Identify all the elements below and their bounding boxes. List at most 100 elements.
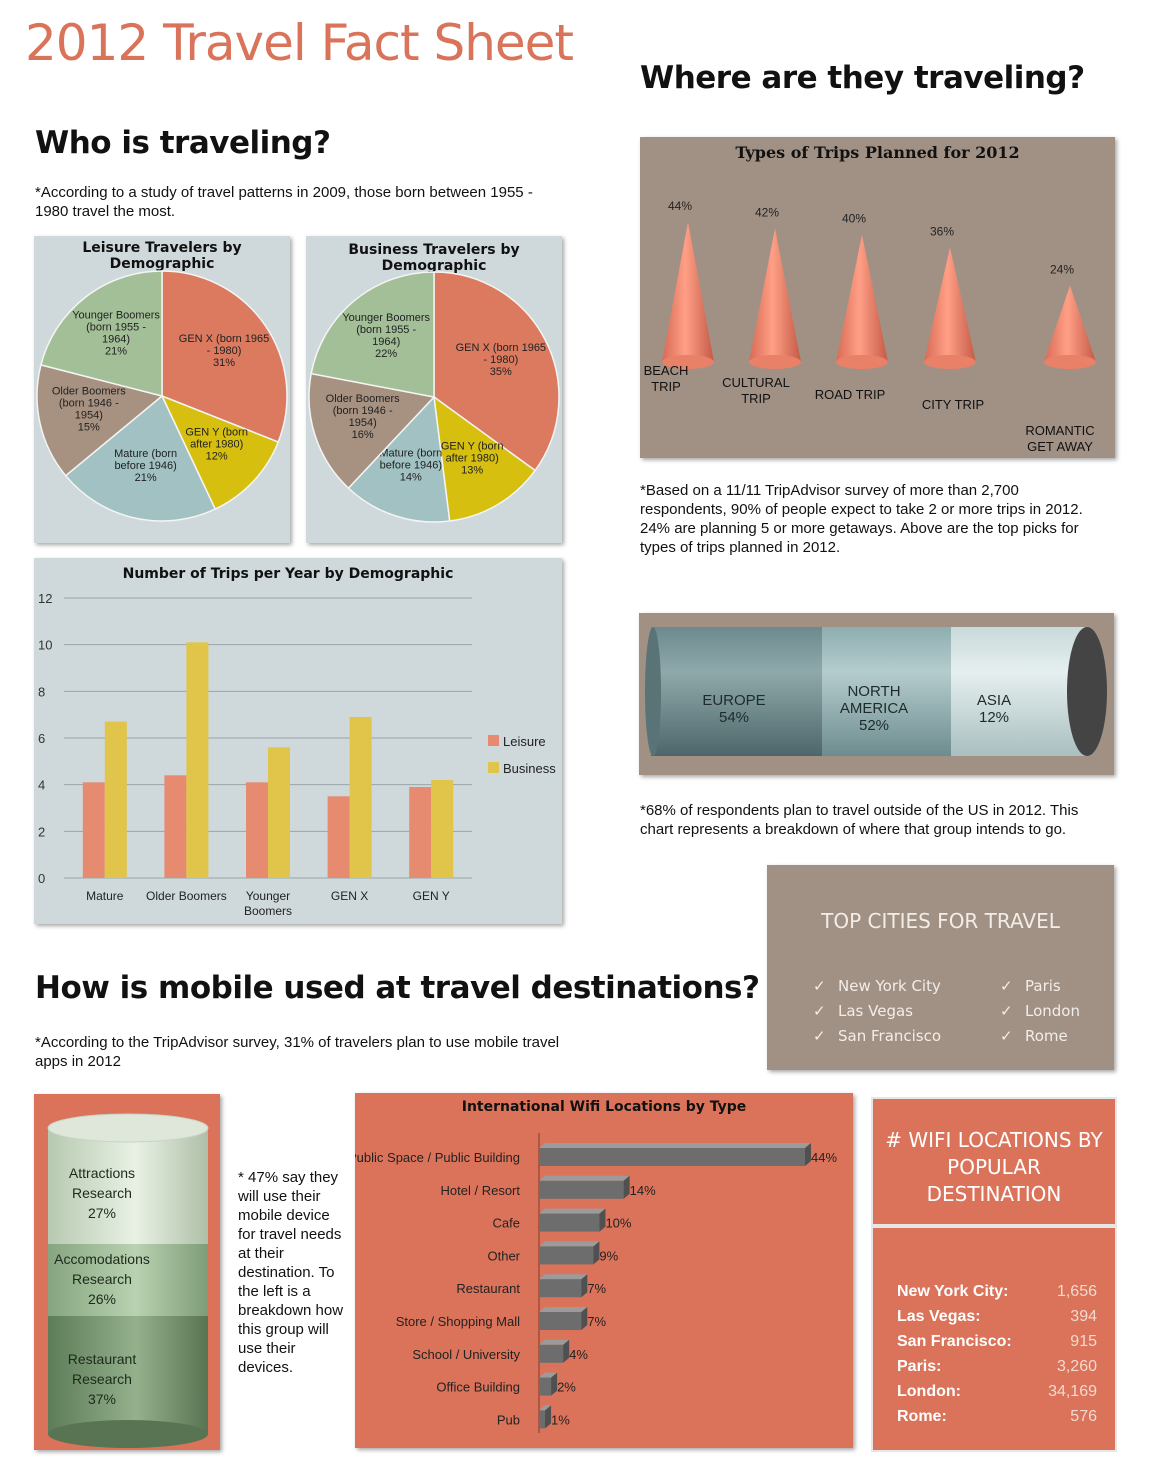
bar-leisure (83, 782, 105, 878)
trips-per-year-chart: 024681012Mature Older Boomers Younger Boome… (34, 558, 562, 924)
legend-swatch (488, 762, 499, 773)
wifi-category-label: Hotel / Resort (441, 1183, 521, 1198)
business-pie-panel: Business Travelers by Demographic GEN X … (306, 236, 562, 543)
mobile-cylinder-top (48, 1114, 208, 1142)
trip-value-label: 42% (755, 205, 779, 219)
who-note: *According to a study of travel patterns… (35, 183, 545, 221)
wifi-bar-top (539, 1307, 587, 1312)
x-tick-label: GEN Y (413, 889, 450, 903)
wifi-bar (539, 1214, 599, 1232)
legend-label: Leisure (503, 734, 546, 749)
trip-cone-base (924, 355, 976, 369)
bar-business (186, 642, 208, 878)
bar-leisure (164, 775, 186, 878)
wifi-value-label: 44% (811, 1150, 837, 1165)
trip-category-label: ROAD TRIP (815, 387, 886, 402)
wifi-value-label: 14% (630, 1183, 656, 1198)
who-header: Who is traveling? (35, 125, 330, 161)
trip-value-label: 24% (1050, 263, 1074, 277)
top-city-name: Paris (1025, 977, 1061, 995)
wifi-location-row: London: 34,169 (897, 1383, 1097, 1401)
top-city-name: London (1025, 1002, 1080, 1020)
mobile-note: *According to the TripAdvisor survey, 31… (35, 1033, 575, 1071)
trip-category-label: BEACH TRIP (644, 363, 689, 394)
wifi-location-city: Las Vegas: (897, 1308, 981, 1325)
wifi-location-count: 576 (1070, 1408, 1097, 1426)
wifi-bar-top (539, 1143, 811, 1148)
mobile-use-panel: Attractions Research 27% Accomodations Resea… (34, 1094, 220, 1450)
trip-types-chart: 44% 42% 40%36%24%BEACH TRIP CULTURAL TRIP ROAD… (640, 137, 1115, 458)
wifi-category-label: Other (487, 1248, 520, 1263)
y-tick-label: 0 (38, 871, 45, 886)
x-tick-label: Mature (86, 889, 124, 903)
trip-value-label: 36% (930, 224, 954, 238)
wifi-location-row: San Francisco: 915 (897, 1333, 1097, 1351)
bar-business (268, 747, 290, 878)
trips-per-year-panel: Number of Trips per Year by Demographic … (34, 558, 562, 924)
trip-cone (1044, 286, 1096, 362)
bar-leisure (409, 787, 431, 878)
check-icon: ✓ (1000, 977, 1013, 995)
trip-types-panel: Types of Trips Planned for 2012 44% 42% 40… (640, 137, 1115, 458)
wifi-value-label: 10% (605, 1216, 631, 1231)
trip-cone (749, 228, 801, 362)
wifi-type-panel: International Wifi Locations by Type 44%… (355, 1093, 853, 1448)
wifi-bar (539, 1410, 545, 1428)
trip-cone (836, 235, 888, 362)
wifi-bar-top (539, 1274, 587, 1279)
page-title: 2012 Travel Fact Sheet (25, 14, 573, 72)
y-tick-label: 12 (38, 591, 52, 606)
mobile-use-note: * 47% say they will use their mobile dev… (238, 1168, 350, 1377)
wifi-location-count: 915 (1070, 1333, 1097, 1351)
wifi-destination-box: New York City: 1,656 Las Vegas: 394 San Fran… (871, 1226, 1117, 1452)
trip-cone (662, 222, 714, 362)
top-city-name: New York City (838, 977, 941, 995)
wifi-location-row: Las Vegas: 394 (897, 1308, 1097, 1326)
wifi-category-label: Public Space / Public Building (355, 1150, 520, 1165)
mobile-header: How is mobile used at travel destination… (35, 970, 759, 1006)
destination-segment (951, 627, 1087, 756)
wifi-location-row: Paris: 3,260 (897, 1358, 1097, 1376)
wifi-location-city: Paris: (897, 1358, 941, 1375)
trip-category-label: ROMANTIC GET AWAY (1025, 423, 1094, 454)
x-tick-label: GEN X (331, 889, 368, 903)
wifi-location-row: New York City: 1,656 (897, 1283, 1097, 1301)
business-pie-chart: GEN X (born 1965- 1980) 35% GEN Y (born aft… (306, 236, 562, 543)
wifi-location-row: Rome: 576 (897, 1408, 1097, 1426)
destination-chart: EUROPE 54% NORTH AMERICA 52% ASIA 12% (639, 613, 1114, 775)
wifi-bar (539, 1246, 593, 1264)
wifi-category-label: Cafe (493, 1216, 520, 1231)
check-icon: ✓ (813, 1027, 826, 1045)
trip-category-label: CULTURAL TRIP (722, 375, 790, 406)
y-tick-label: 8 (38, 684, 45, 699)
wifi-category-label: School / University (412, 1347, 520, 1362)
wifi-value-label: 9% (599, 1248, 618, 1263)
wifi-value-label: 1% (551, 1412, 570, 1427)
check-icon: ✓ (813, 1002, 826, 1020)
check-icon: ✓ (813, 977, 826, 995)
mobile-cylinder-bottom (48, 1420, 208, 1448)
trip-value-label: 40% (842, 212, 866, 226)
destinations-note: *68% of respondents plan to travel outsi… (640, 801, 1115, 839)
top-cities-title: TOP CITIES FOR TRAVEL (767, 909, 1114, 933)
wifi-bar-top (539, 1176, 630, 1181)
wifi-location-city: New York City: (897, 1283, 1008, 1300)
wifi-category-label: Office Building (436, 1380, 520, 1395)
cylinder-left-cap (645, 627, 661, 756)
bar-leisure (246, 782, 268, 878)
wifi-value-label: 4% (569, 1347, 588, 1362)
wifi-location-count: 394 (1070, 1308, 1097, 1326)
mobile-use-chart: Attractions Research 27%Accomodations Resea… (34, 1094, 220, 1450)
legend-label: Business (503, 761, 556, 776)
check-icon: ✓ (1000, 1002, 1013, 1020)
top-city-name: Rome (1025, 1027, 1068, 1045)
bar-leisure (328, 796, 350, 878)
cylinder-end-cap (1067, 627, 1107, 756)
wifi-bar (539, 1279, 581, 1297)
where-header: Where are they traveling? (640, 60, 1085, 96)
bar-business (431, 780, 453, 878)
trip-cone-base (836, 355, 888, 369)
destination-label: ASIA 12% (977, 692, 1011, 726)
x-tick-label: Younger Boomers (244, 889, 292, 918)
x-tick-label: Older Boomers (146, 889, 227, 903)
